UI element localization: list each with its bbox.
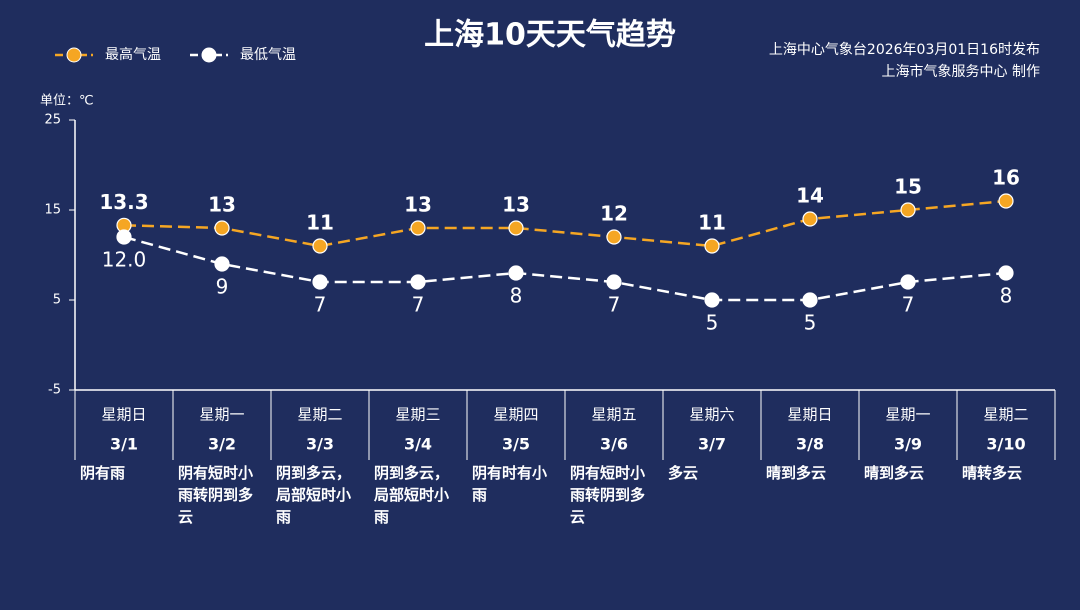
value-label: 13 <box>502 193 530 217</box>
weather: 阴到多云，局部短时小雨 <box>374 464 450 526</box>
weather: 阴到多云，局部短时小雨 <box>276 464 352 526</box>
weekday: 星期五 <box>591 406 636 424</box>
y-tick-label: 5 <box>53 293 61 308</box>
chart-title: 上海10天天气趋势 <box>424 18 676 53</box>
point <box>214 256 230 272</box>
weather: 阴有短时小雨转阴到多云 <box>570 464 646 526</box>
value-label: 12 <box>600 202 628 226</box>
value-label: 7 <box>608 293 621 317</box>
value-label: 5 <box>706 311 719 335</box>
point <box>900 274 916 290</box>
point <box>116 229 132 245</box>
weather: 晴转多云 <box>962 464 1023 482</box>
date: 3/8 <box>796 435 824 454</box>
point <box>312 274 328 290</box>
value-label: 9 <box>216 275 229 299</box>
value-label: 8 <box>510 284 523 308</box>
series-line <box>123 235 1007 302</box>
value-label: 5 <box>804 311 817 335</box>
source: 上海中心气象台2026年03月01日16时发布 <box>769 42 1040 58</box>
value-label: 16 <box>992 166 1020 190</box>
weekday: 星期六 <box>689 406 734 424</box>
weekday: 星期二 <box>983 406 1028 424</box>
weather: 晴到多云 <box>864 464 925 482</box>
value-label: 13 <box>404 193 432 217</box>
point <box>998 193 1014 209</box>
point <box>606 229 622 245</box>
weekday: 星期一 <box>199 406 244 424</box>
point <box>802 211 818 227</box>
value-label: 7 <box>902 293 915 317</box>
legend-marker <box>66 47 82 63</box>
series-line <box>123 199 1007 248</box>
weekday: 星期日 <box>787 406 832 424</box>
point <box>704 238 720 254</box>
y-tick-label: -5 <box>48 383 61 398</box>
date: 3/3 <box>306 435 334 454</box>
weather: 阴有雨 <box>80 464 126 482</box>
point <box>704 292 720 308</box>
date: 3/6 <box>600 435 628 454</box>
point <box>998 265 1014 281</box>
weekday: 星期二 <box>297 406 342 424</box>
point <box>802 292 818 308</box>
weekday: 星期日 <box>101 406 146 424</box>
value-label: 7 <box>412 293 425 317</box>
value-label: 13.3 <box>99 190 148 214</box>
date: 3/1 <box>110 435 138 454</box>
weather: 阴有时有小雨 <box>472 464 548 504</box>
point <box>312 238 328 254</box>
point <box>508 265 524 281</box>
value-label: 12.0 <box>102 248 147 272</box>
value-label: 8 <box>1000 284 1013 308</box>
point <box>606 274 622 290</box>
legend-label: 最低气温 <box>240 47 296 63</box>
value-label: 14 <box>796 184 824 208</box>
date: 3/2 <box>208 435 236 454</box>
value-label: 15 <box>894 175 922 199</box>
weather: 多云 <box>668 464 699 482</box>
date: 3/9 <box>894 435 922 454</box>
point <box>900 202 916 218</box>
weekday: 星期一 <box>885 406 930 424</box>
point <box>508 220 524 236</box>
source: 上海市气象服务中心 制作 <box>882 63 1040 80</box>
y-tick-label: 15 <box>44 203 61 218</box>
value-label: 11 <box>698 211 726 235</box>
y-tick-label: 25 <box>44 113 61 128</box>
unit-label: 单位：℃ <box>40 94 94 109</box>
date: 3/7 <box>698 435 726 454</box>
value-label: 7 <box>314 293 327 317</box>
legend-marker <box>201 47 217 63</box>
value-label: 13 <box>208 193 236 217</box>
weather: 晴到多云 <box>766 464 827 482</box>
date: 3/5 <box>502 435 530 454</box>
weather: 阴有短时小雨转阴到多云 <box>178 464 254 526</box>
point <box>214 220 230 236</box>
value-label: 11 <box>306 211 334 235</box>
weekday: 星期四 <box>493 406 538 424</box>
date: 3/10 <box>986 435 1025 454</box>
legend-label: 最高气温 <box>105 46 161 63</box>
point <box>410 274 426 290</box>
weekday: 星期三 <box>395 406 440 424</box>
date: 3/4 <box>404 435 432 454</box>
point <box>410 220 426 236</box>
